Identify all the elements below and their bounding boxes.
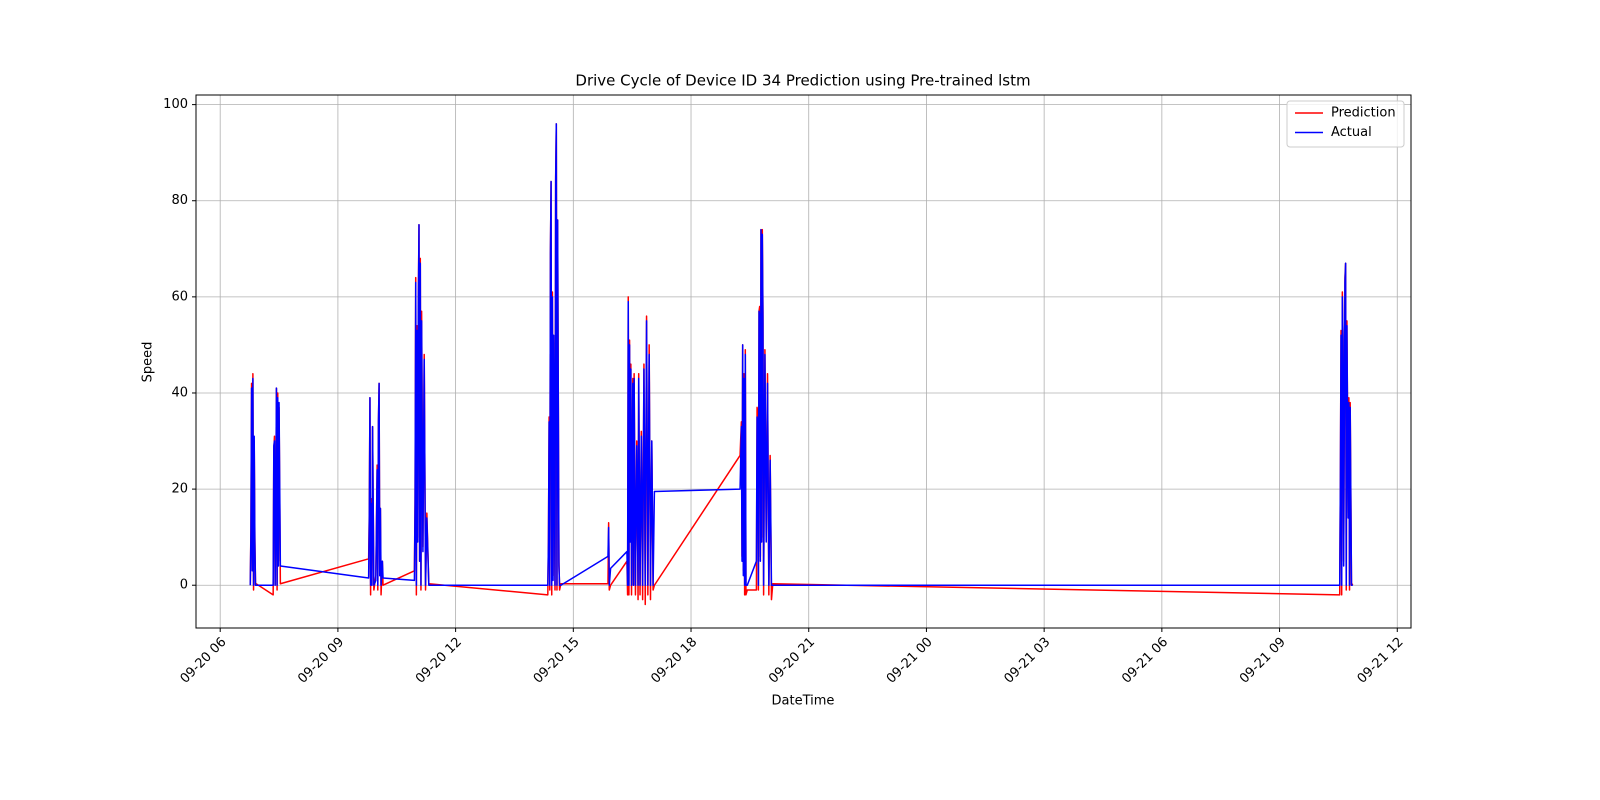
- y-tick-label: 80: [171, 193, 188, 208]
- y-tick-label: 40: [171, 385, 188, 400]
- legend: Prediction Actual: [1286, 100, 1405, 148]
- legend-label: Prediction: [1331, 106, 1396, 121]
- y-tick-label: 20: [171, 482, 188, 497]
- x-axis-label: DateTime: [772, 694, 835, 709]
- y-tick-label: 60: [171, 289, 188, 304]
- chart-title: Drive Cycle of Device ID 34 Prediction u…: [575, 72, 1030, 90]
- y-axis-label: Speed: [141, 342, 156, 383]
- series-line: [249, 123, 1353, 586]
- legend-label: Actual: [1331, 125, 1372, 140]
- axes-frame: [195, 94, 1412, 629]
- y-tick-label: 100: [163, 97, 188, 112]
- y-tick-label: 0: [180, 578, 188, 593]
